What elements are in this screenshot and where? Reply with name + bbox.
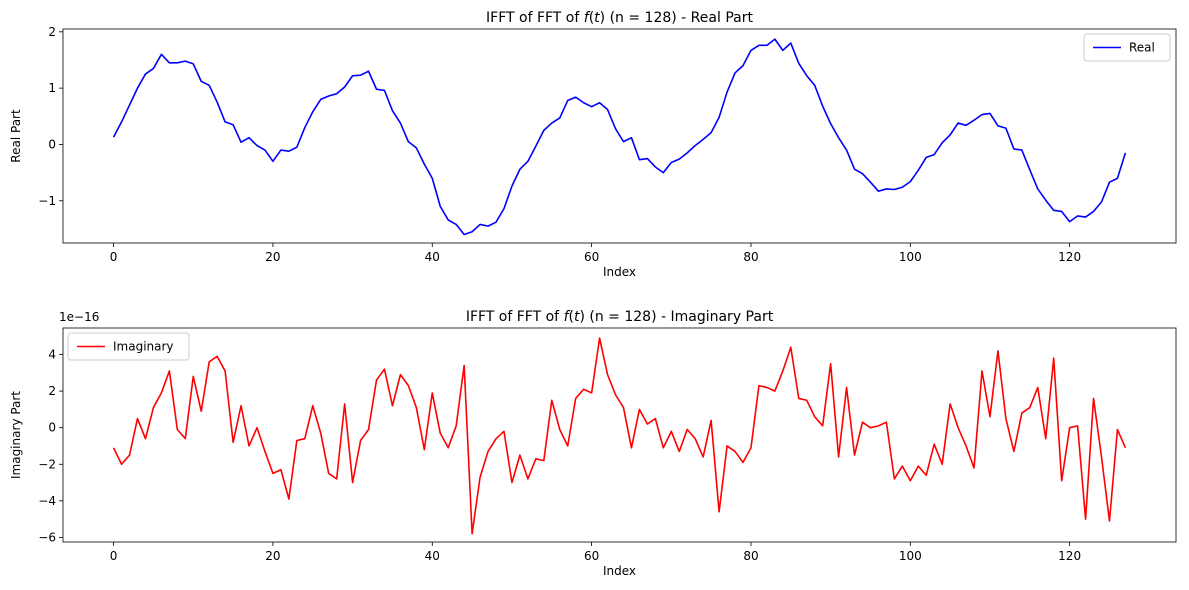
imag-series-line	[112, 337, 1127, 535]
imag-x-tick-label: 60	[584, 549, 599, 563]
real-chart-title: IFFT of FFT of f(t) (n = 128) - Real Par…	[486, 10, 753, 26]
real-y-tick-label: 0	[48, 137, 56, 151]
real-y-tick-label: 2	[48, 25, 56, 39]
real-x-tick-label: 40	[425, 250, 440, 264]
imag-axes-frame	[62, 327, 1177, 543]
imag-x-tick-label: 40	[425, 549, 440, 563]
real-x-axis-label: Index	[603, 265, 636, 279]
imag-y-axis-label: Imaginary Part	[9, 391, 23, 479]
imag-x-tick-label: 120	[1058, 549, 1081, 563]
real-axes-frame	[62, 28, 1177, 244]
imag-x-axis-label: Index	[603, 564, 636, 578]
real-legend-box	[1083, 33, 1171, 62]
imag-y-tick-label: 4	[48, 348, 56, 362]
imag-y-tick-label: 2	[48, 384, 56, 398]
imag-axes: IFFT of FFT of f(t) (n = 128) - Imaginar…	[9, 309, 1177, 578]
imag-legend-box	[67, 332, 190, 361]
real-y-axis-label: Real Part	[9, 109, 23, 163]
real-legend: Real	[1083, 33, 1171, 62]
real-y-tick-label: −1	[38, 194, 56, 208]
imag-x-tick-label: 0	[110, 549, 118, 563]
imag-x-tick-label: 80	[743, 549, 758, 563]
real-legend-label: Real	[1129, 41, 1155, 55]
real-x-tick-label: 0	[110, 250, 118, 264]
imag-y-tick-label: 0	[48, 421, 56, 435]
imag-legend: Imaginary	[67, 332, 190, 361]
real-y-tick-label: 1	[48, 81, 56, 95]
real-x-tick-label: 80	[743, 250, 758, 264]
imag-chart-title: IFFT of FFT of f(t) (n = 128) - Imaginar…	[466, 309, 774, 325]
imag-y-tick-label: −2	[38, 457, 56, 471]
imag-y-tick-label: −4	[38, 494, 56, 508]
real-x-tick-label: 100	[899, 250, 922, 264]
imag-legend-label: Imaginary	[113, 340, 174, 354]
imag-x-tick-label: 100	[899, 549, 922, 563]
imag-x-tick-label: 20	[265, 549, 280, 563]
real-x-tick-label: 20	[265, 250, 280, 264]
real-x-tick-label: 120	[1058, 250, 1081, 264]
real-axes: IFFT of FFT of f(t) (n = 128) - Real Par…	[9, 10, 1177, 279]
real-x-tick-label: 60	[584, 250, 599, 264]
imag-y-tick-label: −6	[38, 530, 56, 544]
real-series-line	[112, 38, 1127, 236]
imag-offset-text: 1e−16	[59, 310, 99, 324]
